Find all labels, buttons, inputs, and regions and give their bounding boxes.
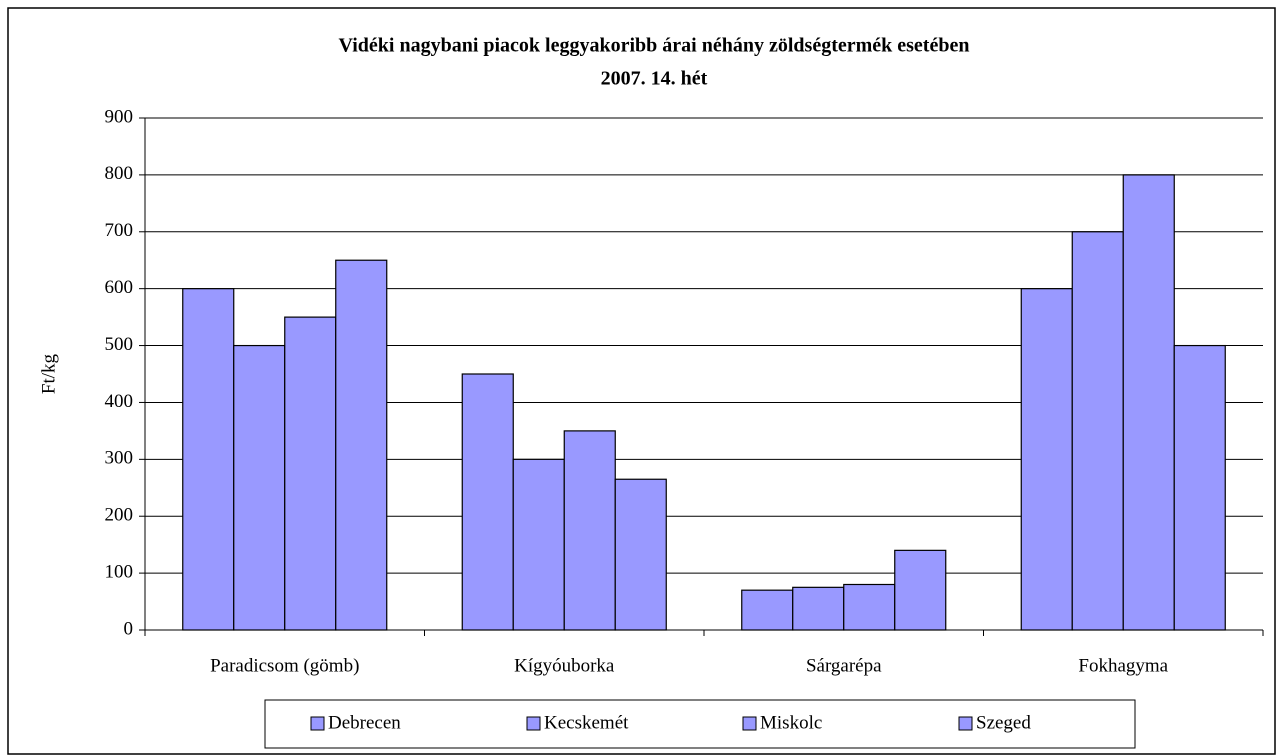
chart-title: Vidéki nagybani piacok leggyakoribb árai… <box>339 35 970 57</box>
y-axis-label: Ft/kg <box>38 353 59 394</box>
x-tick-label: Sárgarépa <box>806 655 882 676</box>
bar <box>792 586 845 631</box>
chart-subtitle: 2007. 14. hét <box>601 68 708 90</box>
y-tick-label: 500 <box>105 334 134 355</box>
y-tick-label: 800 <box>105 163 134 184</box>
legend-label: Miskolc <box>760 712 822 733</box>
y-tick-label: 600 <box>105 277 134 298</box>
legend-label: Kecskemét <box>544 712 629 733</box>
y-tick-label: 200 <box>105 505 134 526</box>
legend-swatch <box>310 716 325 731</box>
legend-swatch <box>526 716 541 731</box>
y-tick-label: 0 <box>124 618 134 639</box>
x-tick-label: Fokhagyma <box>1078 655 1168 676</box>
bar <box>1122 174 1175 631</box>
x-tick-label: Kígyóuborka <box>514 655 615 676</box>
y-tick-label: 700 <box>105 220 134 241</box>
legend-swatch <box>958 716 973 731</box>
bar <box>843 583 896 631</box>
y-tick-label: 900 <box>105 106 134 127</box>
bar <box>1071 231 1124 631</box>
bar <box>741 589 794 631</box>
bar <box>1173 344 1226 631</box>
y-tick-label: 400 <box>105 391 134 412</box>
bar <box>512 458 565 631</box>
x-tick-label: Paradicsom (gömb) <box>210 655 359 676</box>
bar <box>461 373 514 631</box>
bar <box>233 344 286 631</box>
y-tick-label: 100 <box>105 561 134 582</box>
bar <box>284 316 337 631</box>
bar <box>563 430 616 631</box>
bar <box>182 288 235 631</box>
legend-label: Debrecen <box>328 712 401 733</box>
legend-label: Szeged <box>976 712 1031 733</box>
bar <box>1020 288 1073 631</box>
y-tick-label: 300 <box>105 448 134 469</box>
bar <box>894 549 947 631</box>
bar <box>614 478 667 631</box>
bar <box>335 259 388 631</box>
legend <box>264 699 1136 749</box>
legend-swatch <box>742 716 757 731</box>
